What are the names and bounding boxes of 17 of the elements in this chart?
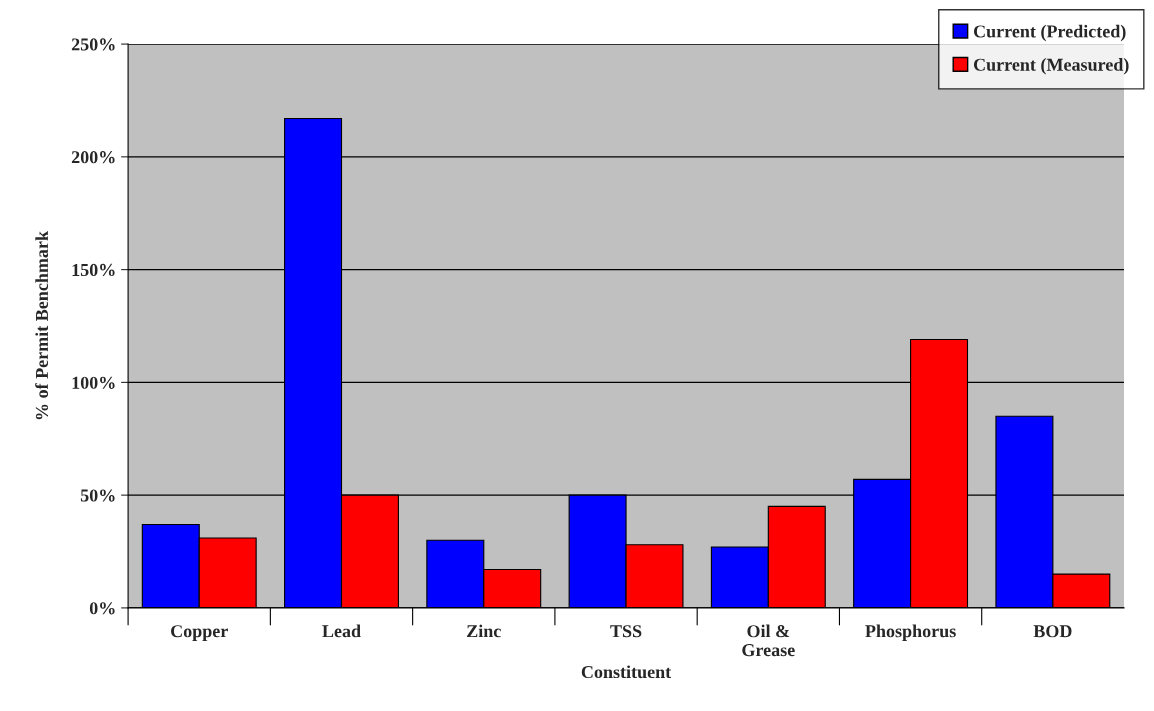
y-tick-label: 250% <box>71 38 115 51</box>
y-tick-label: 150% <box>72 263 115 277</box>
y-tick-label: 100% <box>72 376 115 389</box>
legend-label: Current (Predicted) <box>973 24 1126 42</box>
x-tick-label: Lead <box>322 624 361 638</box>
y-axis-title: % of Permit Benchmark <box>35 231 49 420</box>
y-tick-label: 0% <box>89 602 115 615</box>
x-tick-label: TSS <box>610 625 642 638</box>
x-tick-label: Oil & Grease <box>742 624 795 657</box>
x-tick-label: Phosphorus <box>865 624 956 641</box>
legend-label: Current (Measured) <box>973 58 1129 75</box>
x-tick-label: BOD <box>1033 625 1072 638</box>
x-tick-label: Copper <box>171 625 228 641</box>
x-axis-title: Constituent <box>581 665 672 679</box>
y-tick-label: 50% <box>80 489 115 502</box>
y-tick-label: 200% <box>71 151 115 164</box>
x-tick-label: Zinc <box>467 624 501 638</box>
